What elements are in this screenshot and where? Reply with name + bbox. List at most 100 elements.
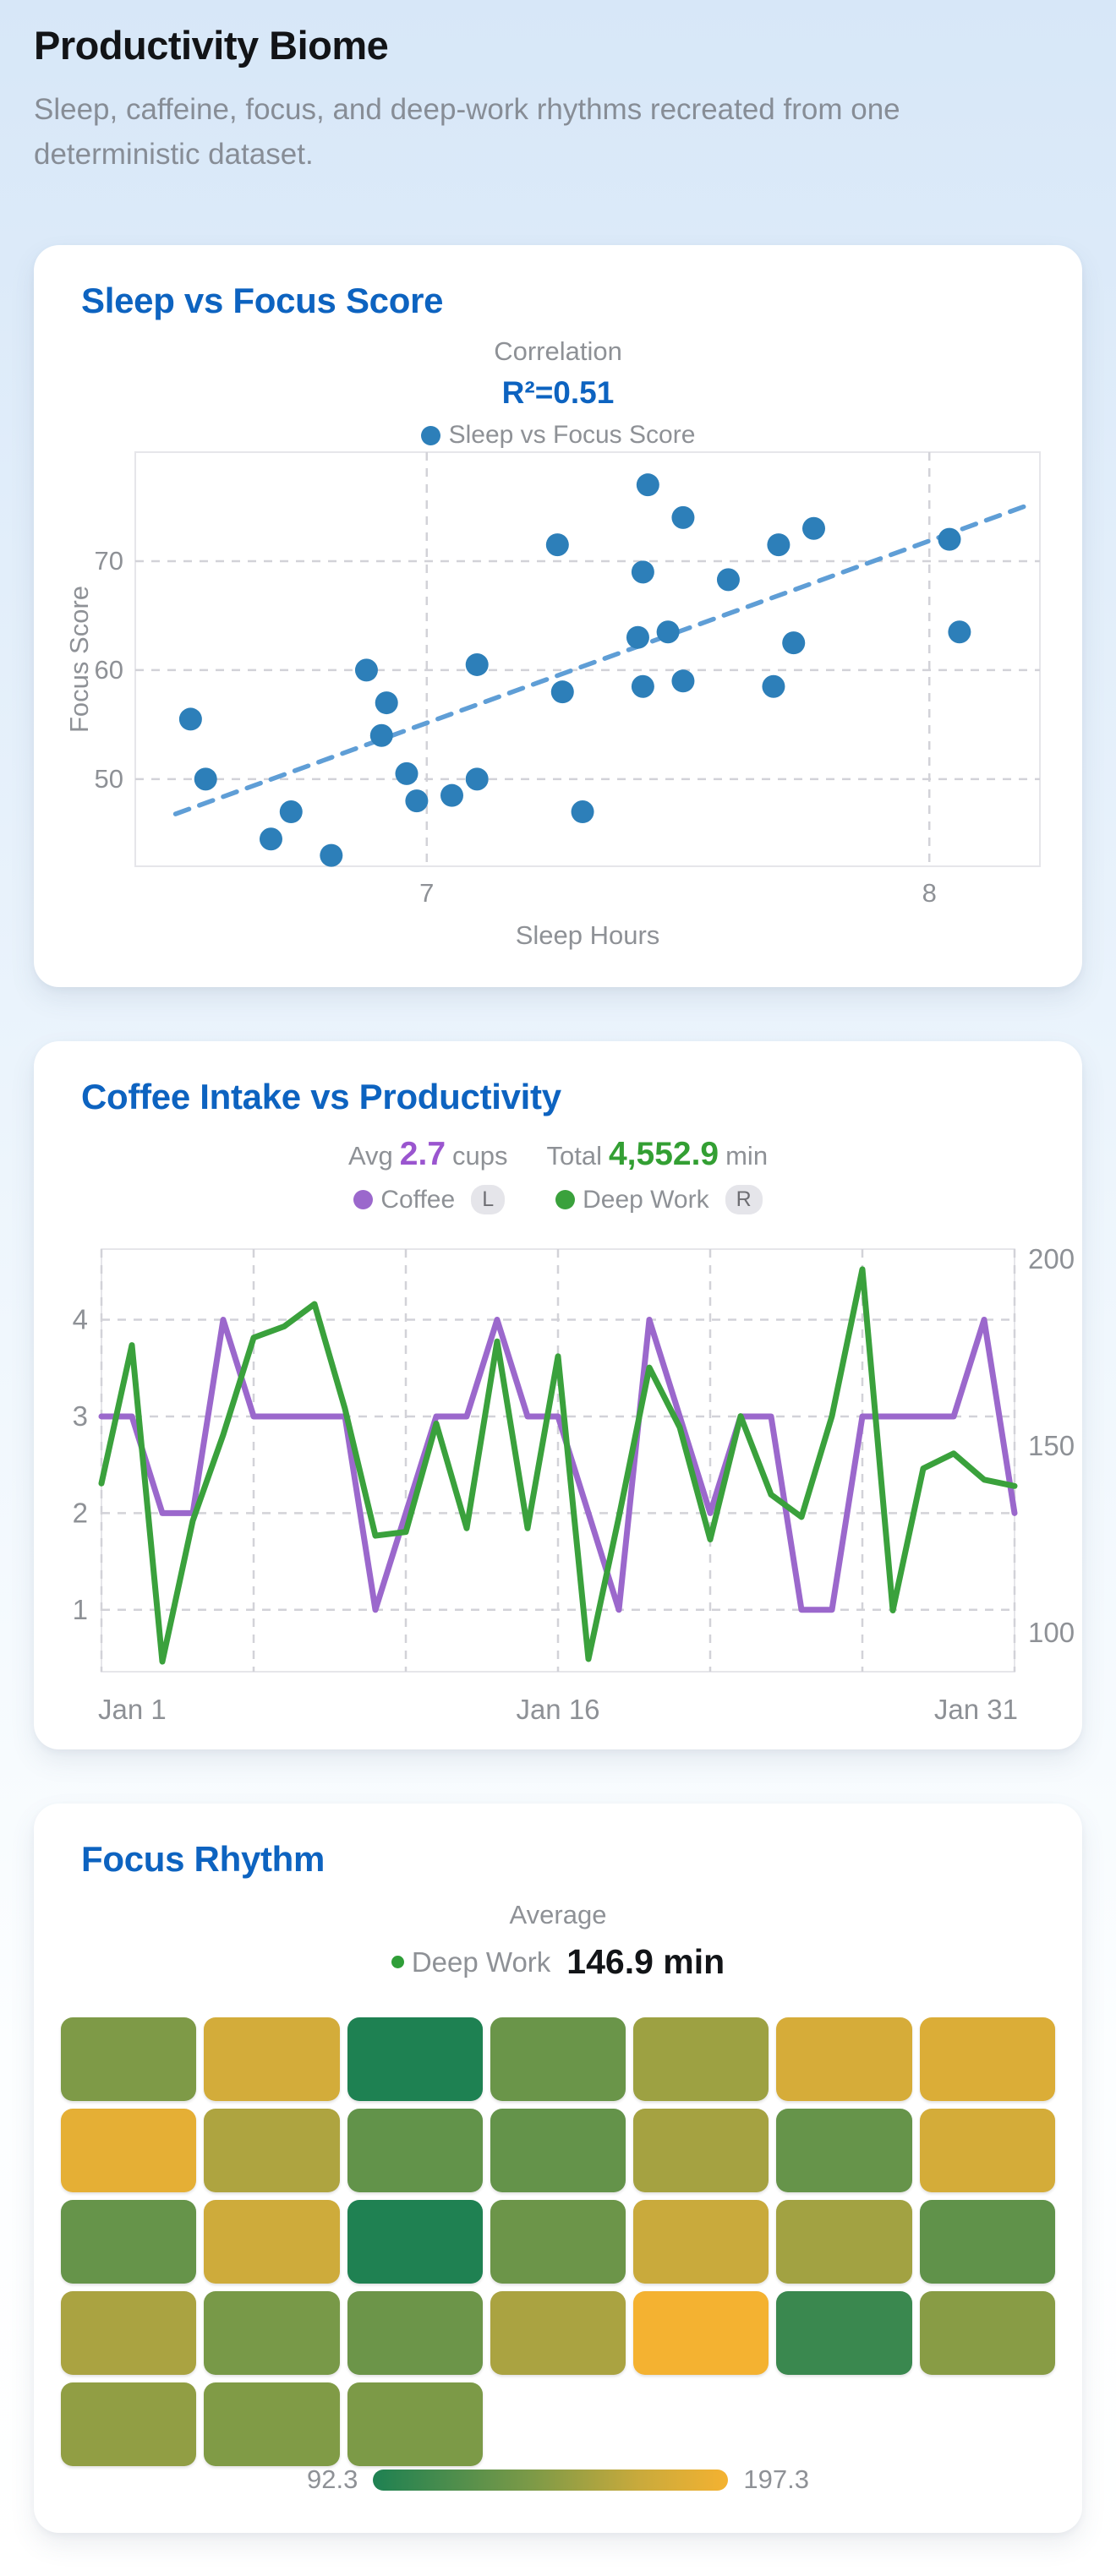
scatter-point (465, 652, 489, 676)
series-coffee (98, 1317, 1018, 1613)
heatmap-cell[interactable] (633, 2109, 769, 2192)
svg-text:Jan 16: Jan 16 (516, 1694, 599, 1725)
scatter-legend-label: Sleep vs Focus Score (448, 421, 696, 449)
heatmap-cell[interactable] (204, 2382, 340, 2466)
heatmap-cell[interactable] (919, 2291, 1055, 2375)
heatmap-cell[interactable] (490, 2109, 626, 2192)
heatmap-cell[interactable] (347, 2017, 483, 2101)
page-subtitle: Sleep, caffeine, focus, and deep-work rh… (34, 93, 900, 172)
avg-label: Avg (347, 1141, 393, 1171)
scatter-point (782, 631, 806, 655)
total-label: Total (546, 1141, 602, 1171)
scatter-point (545, 533, 569, 557)
legend-coffee: Coffee L (353, 1185, 506, 1214)
heatmap-cell[interactable] (204, 2109, 340, 2192)
avg-value: 2.7 (399, 1136, 446, 1172)
average-label: Average (509, 1900, 607, 1929)
heatmap-cell[interactable] (347, 2291, 483, 2375)
heatmap-cell[interactable] (776, 2017, 912, 2101)
scatter-point (260, 827, 282, 851)
heatmap-cell[interactable] (776, 2109, 912, 2192)
scatter-point (762, 674, 785, 698)
heatmap-cell[interactable] (919, 2109, 1055, 2192)
heatmap-cell[interactable] (61, 2382, 197, 2466)
line-chart[interactable]: 1 2 3 4 100 150 200 Jan 1 Jan 16 Jan 31 (59, 1236, 1074, 1743)
svg-text:2: 2 (73, 1497, 88, 1528)
scatter-point (636, 473, 659, 497)
scatter-point (178, 707, 202, 731)
scatter-chart[interactable]: 50 60 70 7 8 Focus Score Sleep Hours (59, 439, 1074, 972)
heatmap-cell[interactable] (633, 2200, 769, 2284)
heatmap-cell[interactable] (776, 2200, 912, 2284)
heatmap-cell[interactable] (61, 2017, 197, 2101)
heatmap-cell[interactable] (776, 2291, 912, 2375)
heatmap-cell[interactable] (490, 2200, 626, 2284)
scatter-point (465, 767, 489, 791)
svg-text:200: 200 (1028, 1243, 1074, 1274)
coffee-axis-pill: L (471, 1185, 506, 1214)
scatter-point (938, 527, 961, 551)
svg-text:Jan 31: Jan 31 (934, 1694, 1018, 1725)
svg-text:1: 1 (73, 1594, 88, 1625)
scatter-point (671, 669, 695, 693)
coffee-label: Coffee (380, 1185, 456, 1214)
scatter-point (631, 560, 654, 584)
deepwork-average-value: 146.9 min (566, 1942, 725, 1981)
heatmap-cell[interactable] (633, 2017, 769, 2101)
svg-text:7: 7 (419, 878, 434, 908)
coffee-dot-icon (353, 1190, 374, 1209)
scatter-point (671, 505, 695, 529)
heatmap-cell[interactable] (490, 2017, 626, 2101)
scatter-point (948, 620, 971, 644)
scatter-point (767, 533, 790, 557)
legend-deepwork: Deep Work R (555, 1185, 763, 1214)
page-header: Productivity Biome Sleep, caffeine, focu… (34, 22, 1082, 177)
scatter-point (626, 625, 649, 649)
heatmap-cell[interactable] (61, 2200, 197, 2284)
scatter-point (550, 680, 574, 704)
heatmap-card-title: Focus Rhythm (81, 1839, 326, 1879)
svg-text:150: 150 (1028, 1430, 1074, 1461)
heatmap-cell[interactable] (61, 2291, 197, 2375)
heatmap-cell[interactable] (919, 2200, 1055, 2284)
svg-text:60: 60 (95, 655, 123, 685)
heatmap-grid (61, 2017, 1055, 2466)
heatmap-cell[interactable] (919, 2017, 1055, 2101)
scatter-card-title: Sleep vs Focus Score (81, 281, 444, 320)
svg-text:4: 4 (73, 1304, 88, 1335)
scale-min-label: 92.3 (307, 2464, 358, 2494)
heatmap-cell[interactable] (204, 2017, 340, 2101)
deepwork-dot-icon (555, 1190, 576, 1209)
lines-stats: Avg 2.7 cups Total 4,552.9 min (34, 1136, 1082, 1173)
scatter-point (375, 691, 398, 715)
heatmap-cell[interactable] (347, 2382, 483, 2466)
heatmap-cell[interactable] (204, 2291, 340, 2375)
card-focus-rhythm: Focus Rhythm Average Deep Work 146.9 min… (34, 1804, 1082, 2533)
svg-text:100: 100 (1028, 1617, 1074, 1648)
scatter-point (716, 568, 740, 592)
scatter-point (571, 800, 594, 824)
svg-text:3: 3 (73, 1400, 88, 1432)
heatmap-cell[interactable] (347, 2200, 483, 2284)
scatter-point (354, 658, 378, 682)
scatter-point (279, 800, 303, 824)
deepwork-axis-pill: R (725, 1185, 763, 1214)
series-deep-work (98, 1266, 1018, 1665)
heatmap-cell[interactable] (61, 2109, 197, 2192)
scatter-point (194, 767, 217, 791)
scale-max-label: 197.3 (743, 2464, 809, 2494)
heatmap-cell[interactable] (204, 2200, 340, 2284)
correlation-label: Correlation (494, 336, 622, 366)
svg-text:70: 70 (95, 546, 123, 576)
heatmap-cell[interactable] (347, 2109, 483, 2192)
avg-coffee-stat: Avg 2.7 cups (348, 1136, 508, 1173)
deepwork-label: Deep Work (583, 1185, 709, 1214)
scatter-point (440, 783, 463, 807)
scatter-point (802, 516, 825, 540)
heatmap-cell[interactable] (490, 2291, 626, 2375)
heatmap-cell[interactable] (633, 2291, 769, 2375)
svg-text:8: 8 (922, 878, 937, 908)
svg-text:Sleep Hours: Sleep Hours (516, 920, 660, 950)
scatter-point (320, 843, 343, 867)
heatmap-legend: Deep Work 146.9 min (34, 1942, 1082, 1982)
